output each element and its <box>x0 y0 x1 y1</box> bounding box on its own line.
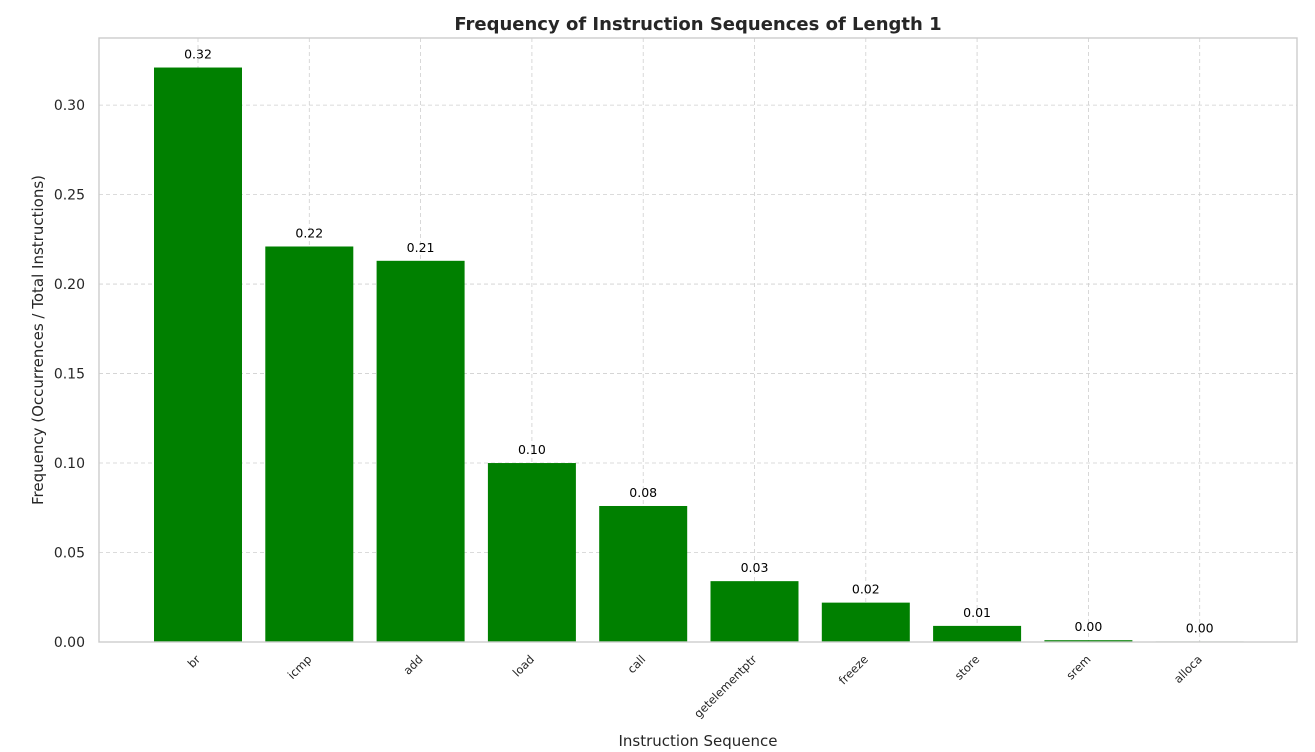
data-label: 0.00 <box>1186 620 1214 635</box>
y-tick-label: 0.25 <box>54 188 85 204</box>
y-tick-label: 0.10 <box>54 456 85 472</box>
data-label: 0.02 <box>852 582 880 597</box>
x-tick-label: br <box>185 652 204 671</box>
bar-load <box>487 463 576 642</box>
x-tick-label: call <box>624 652 648 676</box>
bar-icmp <box>265 246 354 642</box>
y-tick-label: 0.20 <box>54 277 85 293</box>
y-tick-label: 0.15 <box>54 367 85 383</box>
data-label: 0.00 <box>1074 619 1102 634</box>
data-labels: 0.32 0.22 0.21 0.10 0.08 0.03 0.02 0.01 0.00 0.00 <box>184 47 1214 636</box>
data-label: 0.10 <box>518 442 546 457</box>
x-tick-label: srem <box>1063 652 1093 682</box>
y-tick-label: 0.30 <box>54 98 85 114</box>
bar-freeze <box>821 602 910 642</box>
x-tick-label: load <box>510 652 537 679</box>
x-tick-label: icmp <box>285 652 315 682</box>
y-tick-label: 0.05 <box>54 546 85 562</box>
data-label: 0.22 <box>295 225 323 240</box>
chart-title: Frequency of Instruction Sequences of Le… <box>454 14 941 35</box>
data-label: 0.32 <box>184 47 212 62</box>
bar-srem <box>1044 640 1133 642</box>
x-tick-label: freeze <box>836 652 871 687</box>
x-tick-label: add <box>401 652 426 677</box>
x-tick-label: store <box>952 652 982 682</box>
x-axis-label: Instruction Sequence <box>618 732 777 750</box>
y-axis-label: Frequency (Occurrences / Total Instructi… <box>29 175 47 505</box>
data-label: 0.01 <box>963 605 991 620</box>
plot-frame <box>98 37 1298 643</box>
bar-getelementptr <box>710 581 799 642</box>
x-tick-label: alloca <box>1171 652 1205 686</box>
data-label: 0.03 <box>741 560 769 575</box>
bar-store <box>933 625 1022 642</box>
x-axis-ticks: br icmp add load call getelementptr freeze stor… <box>185 652 1205 721</box>
data-label: 0.21 <box>407 240 435 255</box>
bars <box>154 67 1244 643</box>
x-tick-label: getelementptr <box>691 652 760 721</box>
data-label: 0.08 <box>629 485 657 500</box>
bar-br <box>154 67 242 643</box>
y-axis-ticks: 0.00 0.05 0.10 0.15 0.20 0.25 0.30 <box>54 98 85 651</box>
bar-call <box>599 505 688 642</box>
bar-add <box>376 260 465 642</box>
y-tick-label: 0.00 <box>54 635 85 651</box>
